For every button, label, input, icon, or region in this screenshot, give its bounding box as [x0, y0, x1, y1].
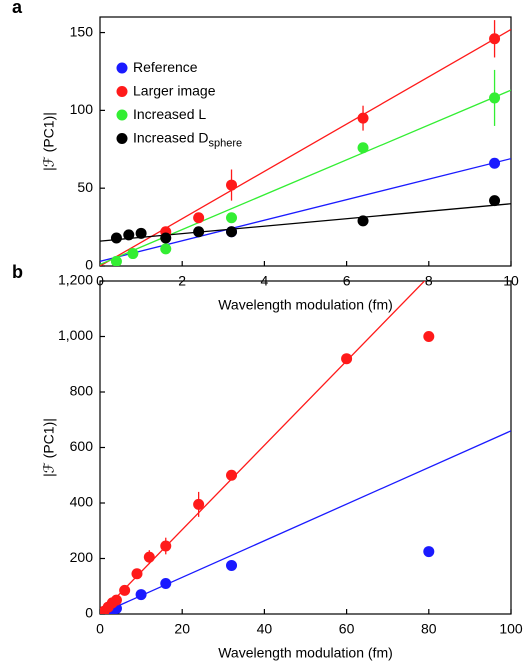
- y-tick-label: 400: [70, 494, 94, 510]
- legend-marker: [116, 109, 128, 121]
- y-tick-label: 50: [77, 179, 93, 195]
- y-tick-label: 0: [85, 257, 93, 273]
- data-point: [423, 331, 435, 342]
- y-tick-label: 1,200: [58, 272, 93, 288]
- legend-marker: [116, 62, 128, 74]
- data-point: [193, 498, 205, 510]
- legend-marker: [116, 86, 128, 97]
- data-point: [226, 212, 238, 224]
- y-tick-label: 1,000: [58, 327, 93, 343]
- data-point: [131, 568, 143, 580]
- data-point: [226, 469, 238, 481]
- y-axis-label: |ℱ (PC1)|: [41, 418, 57, 477]
- x-tick-label: 0: [96, 621, 104, 637]
- legend-text: Increased L: [133, 106, 206, 122]
- x-tick-label: 40: [257, 621, 273, 637]
- x-tick-label: 20: [174, 621, 190, 637]
- y-tick-label: 200: [70, 549, 94, 565]
- plot-frame: [99, 280, 512, 615]
- legend-subscript: sphere: [208, 137, 242, 149]
- panel-label: a: [12, 0, 23, 17]
- data-point: [489, 33, 501, 45]
- panel-label: b: [12, 262, 23, 282]
- data-point: [110, 255, 122, 266]
- y-tick-label: 100: [70, 101, 94, 117]
- x-tick-label: 80: [421, 621, 437, 637]
- y-tick-label: 0: [85, 605, 93, 621]
- legend-text: Increased D: [133, 129, 208, 145]
- y-tick-label: 150: [70, 23, 94, 39]
- legend-text: Reference: [133, 59, 198, 75]
- data-point: [110, 594, 122, 606]
- legend-marker: [116, 133, 128, 144]
- x-tick-label: 60: [339, 621, 355, 637]
- data-point: [226, 559, 238, 571]
- data-point: [341, 353, 353, 365]
- data-point: [135, 589, 147, 601]
- data-point: [357, 112, 369, 124]
- y-axis-label: |ℱ (PC1)|: [41, 112, 57, 171]
- plot-frame: [99, 16, 512, 267]
- data-point: [193, 212, 205, 224]
- data-point: [127, 248, 139, 260]
- data-point: [489, 92, 501, 104]
- x-axis-label: Wavelength modulation (fm): [218, 645, 393, 661]
- plot-area: [100, 20, 511, 266]
- legend-text: Larger image: [133, 82, 216, 98]
- legend-label: Increased L: [133, 106, 206, 122]
- plot-area: [100, 281, 511, 614]
- x-axis-label: Wavelength modulation (fm): [218, 297, 393, 313]
- legend-label: Larger image: [133, 82, 216, 98]
- data-point: [357, 142, 369, 154]
- data-point: [226, 226, 238, 238]
- data-point: [160, 540, 172, 552]
- fit-line: [100, 281, 426, 614]
- data-point: [160, 232, 172, 244]
- data-point: [119, 584, 131, 596]
- data-point: [357, 215, 369, 227]
- data-point: [489, 157, 501, 169]
- data-point: [160, 243, 172, 255]
- data-point: [423, 546, 435, 558]
- data-point: [489, 195, 501, 207]
- data-point: [135, 227, 147, 239]
- data-point: [143, 551, 155, 563]
- legend-label: Reference: [133, 59, 198, 75]
- data-point: [160, 577, 172, 589]
- y-tick-label: 600: [70, 438, 94, 454]
- data-point: [123, 229, 135, 241]
- legend-label: Increased Dsphere: [133, 129, 242, 149]
- y-tick-label: 800: [70, 383, 94, 399]
- data-point: [193, 226, 205, 238]
- data-point: [226, 179, 238, 191]
- x-tick-label: 100: [499, 621, 523, 637]
- fit-line: [100, 28, 511, 266]
- data-point: [110, 232, 122, 244]
